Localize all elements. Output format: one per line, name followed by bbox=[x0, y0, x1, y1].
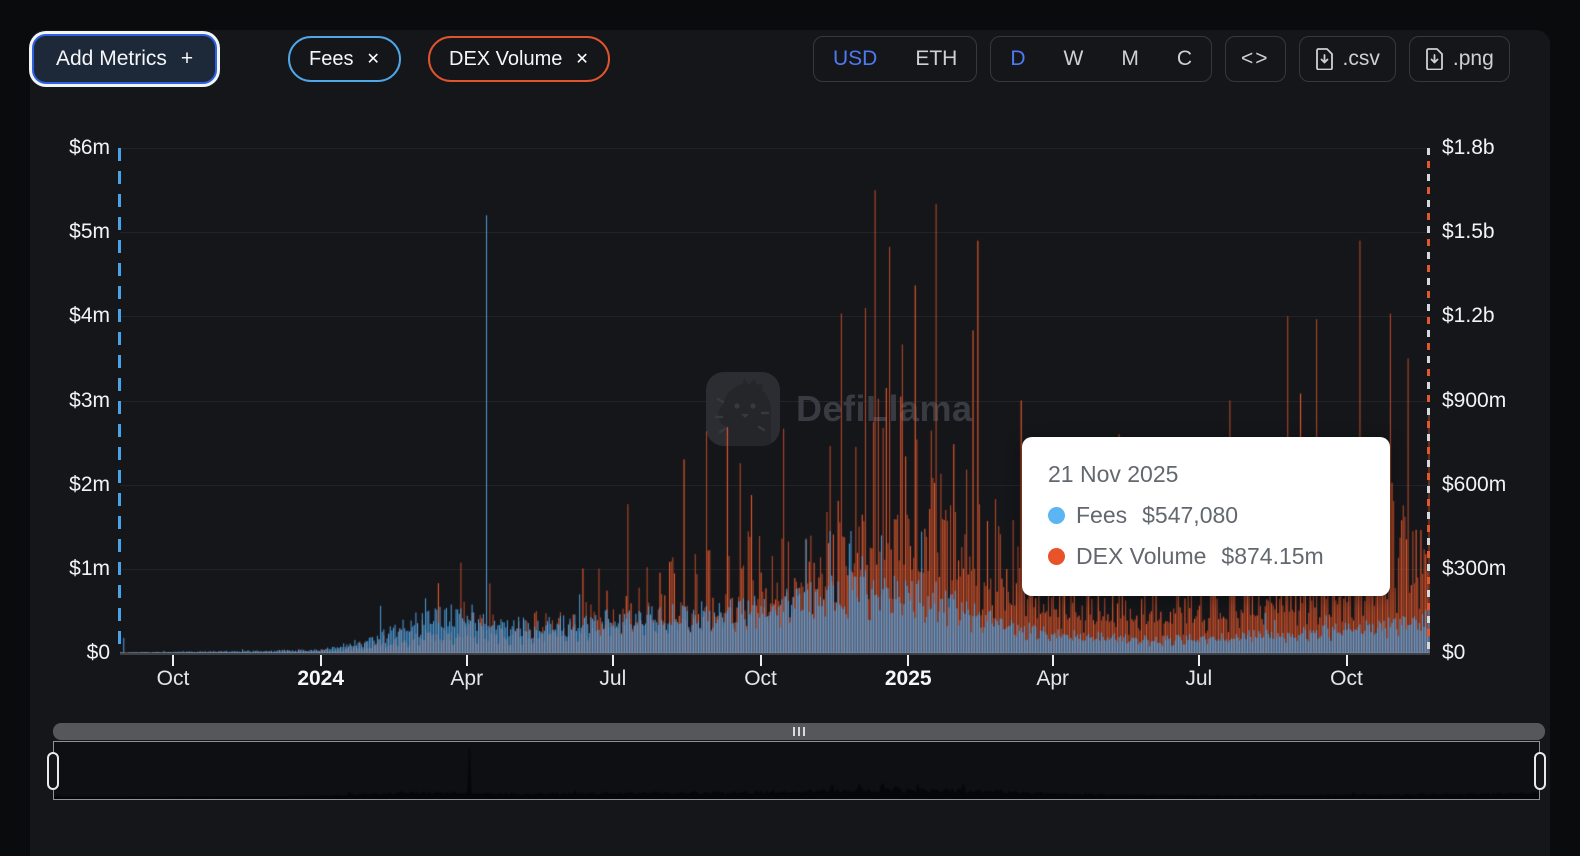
download-csv-button[interactable]: .csv bbox=[1298, 36, 1396, 82]
metric-pill-label: Fees bbox=[309, 47, 354, 70]
left-axis-tick-label: $4m bbox=[69, 304, 110, 328]
x-axis-tick-label: 2024 bbox=[297, 667, 345, 690]
right-axis-tick-label: $1.5b bbox=[1442, 220, 1495, 244]
dex-volume-series-dot bbox=[1048, 548, 1065, 565]
x-axis-line bbox=[120, 652, 1430, 655]
x-axis-tick-label: Oct bbox=[156, 667, 190, 690]
left-axis-tick-label: $6m bbox=[69, 136, 110, 159]
x-axis-tick bbox=[1197, 655, 1200, 666]
interval-daily[interactable]: D bbox=[1010, 47, 1026, 70]
x-axis-tick bbox=[1051, 655, 1054, 666]
x-axis-tick bbox=[611, 655, 614, 666]
datazoom-right-handle[interactable] bbox=[1534, 751, 1546, 790]
left-axis-tick-label: $3m bbox=[69, 388, 110, 412]
datazoom-left-handle[interactable] bbox=[47, 751, 59, 790]
tooltip-row-dex-volume: DEX Volume $874.15m bbox=[1048, 543, 1364, 570]
png-label: .png bbox=[1452, 47, 1494, 70]
right-axis-tick-label: $900m bbox=[1442, 388, 1507, 412]
close-icon[interactable]: ✕ bbox=[366, 51, 380, 68]
horizontal-scrollbar[interactable] bbox=[53, 723, 1545, 740]
currency-eth[interactable]: ETH bbox=[915, 47, 958, 70]
x-axis-tick bbox=[1345, 655, 1348, 666]
x-axis-tick bbox=[907, 655, 910, 666]
file-download-icon bbox=[1315, 48, 1333, 70]
add-metrics-button[interactable]: Add Metrics + bbox=[32, 34, 218, 84]
csv-label: .csv bbox=[1342, 47, 1380, 70]
x-axis-tick bbox=[319, 655, 322, 666]
interval-cumulative[interactable]: C bbox=[1176, 47, 1193, 70]
chart-plot-area: DefiLlama $6m$1.8b$5m$1.5b$4m$1.2b$3m$90… bbox=[30, 30, 1550, 730]
right-axis-tick-label: $1.2b bbox=[1442, 304, 1495, 328]
x-axis-tick-label: Jul bbox=[1185, 667, 1213, 690]
tooltip-label: Fees bbox=[1076, 502, 1128, 528]
x-axis-tick-label: Apr bbox=[1036, 667, 1070, 690]
interval-weekly[interactable]: W bbox=[1063, 47, 1084, 70]
hover-axis-pointer-line bbox=[1427, 148, 1430, 653]
chart-panel: Add Metrics + Fees ✕ DEX Volume ✕ USD ET… bbox=[30, 30, 1550, 856]
x-axis-tick-label: Apr bbox=[450, 667, 484, 690]
metric-pill-dex-volume[interactable]: DEX Volume ✕ bbox=[428, 36, 610, 82]
minimap-canvas bbox=[54, 742, 1539, 799]
left-axis-tick-label: $2m bbox=[69, 472, 110, 496]
tooltip-date: 21 Nov 2025 bbox=[1048, 461, 1179, 487]
chart-tooltip: 21 Nov 2025 Fees $547,080 DEX Volume $87… bbox=[1022, 437, 1390, 596]
fees-series-dot bbox=[1048, 507, 1065, 524]
x-axis-tick-label: Jul bbox=[599, 667, 627, 690]
x-axis-tick-label: 2025 bbox=[884, 667, 932, 690]
left-axis-tick-label: $5m bbox=[69, 220, 110, 244]
currency-usd[interactable]: USD bbox=[833, 47, 878, 70]
x-axis-tick-label: Oct bbox=[744, 667, 777, 690]
tooltip-value: $547,080 bbox=[1142, 502, 1239, 528]
scrollbar-grip-icon[interactable] bbox=[793, 727, 805, 736]
right-axis-tick-label: $600m bbox=[1442, 472, 1507, 496]
embed-code-button[interactable]: <> bbox=[1225, 36, 1286, 82]
code-icon: <> bbox=[1241, 47, 1270, 70]
add-metrics-label: Add Metrics bbox=[56, 47, 167, 70]
metric-pill-label: DEX Volume bbox=[449, 47, 563, 70]
x-axis-tick-label: Oct bbox=[1330, 667, 1363, 690]
interval-monthly[interactable]: M bbox=[1121, 47, 1139, 70]
close-icon[interactable]: ✕ bbox=[575, 51, 589, 68]
left-axis-tick-label: $1m bbox=[69, 556, 110, 580]
tooltip-label: DEX Volume bbox=[1076, 543, 1207, 569]
tooltip-row-fees: Fees $547,080 bbox=[1048, 502, 1364, 529]
right-axis-tick-label: $300m bbox=[1442, 556, 1507, 580]
interval-toggle: D W M C bbox=[990, 36, 1213, 82]
zoom-boundary-left-line bbox=[118, 148, 121, 653]
x-axis-tick bbox=[171, 655, 174, 666]
currency-toggle: USD ETH bbox=[813, 36, 978, 82]
tooltip-value: $874.15m bbox=[1221, 543, 1324, 569]
left-axis-tick-label: $0 bbox=[86, 641, 110, 664]
datazoom-brush[interactable] bbox=[47, 741, 1546, 800]
file-download-icon bbox=[1425, 48, 1443, 70]
metric-pill-fees[interactable]: Fees ✕ bbox=[288, 36, 401, 82]
right-axis-tick-label: $0 bbox=[1442, 641, 1466, 664]
right-axis-tick-label: $1.8b bbox=[1442, 136, 1495, 159]
plus-icon: + bbox=[180, 47, 194, 70]
x-axis-tick bbox=[465, 655, 468, 666]
x-axis-tick bbox=[759, 655, 762, 666]
chart-toolbar: USD ETH D W M C <> .csv bbox=[813, 36, 1510, 82]
download-png-button[interactable]: .png bbox=[1408, 36, 1510, 82]
